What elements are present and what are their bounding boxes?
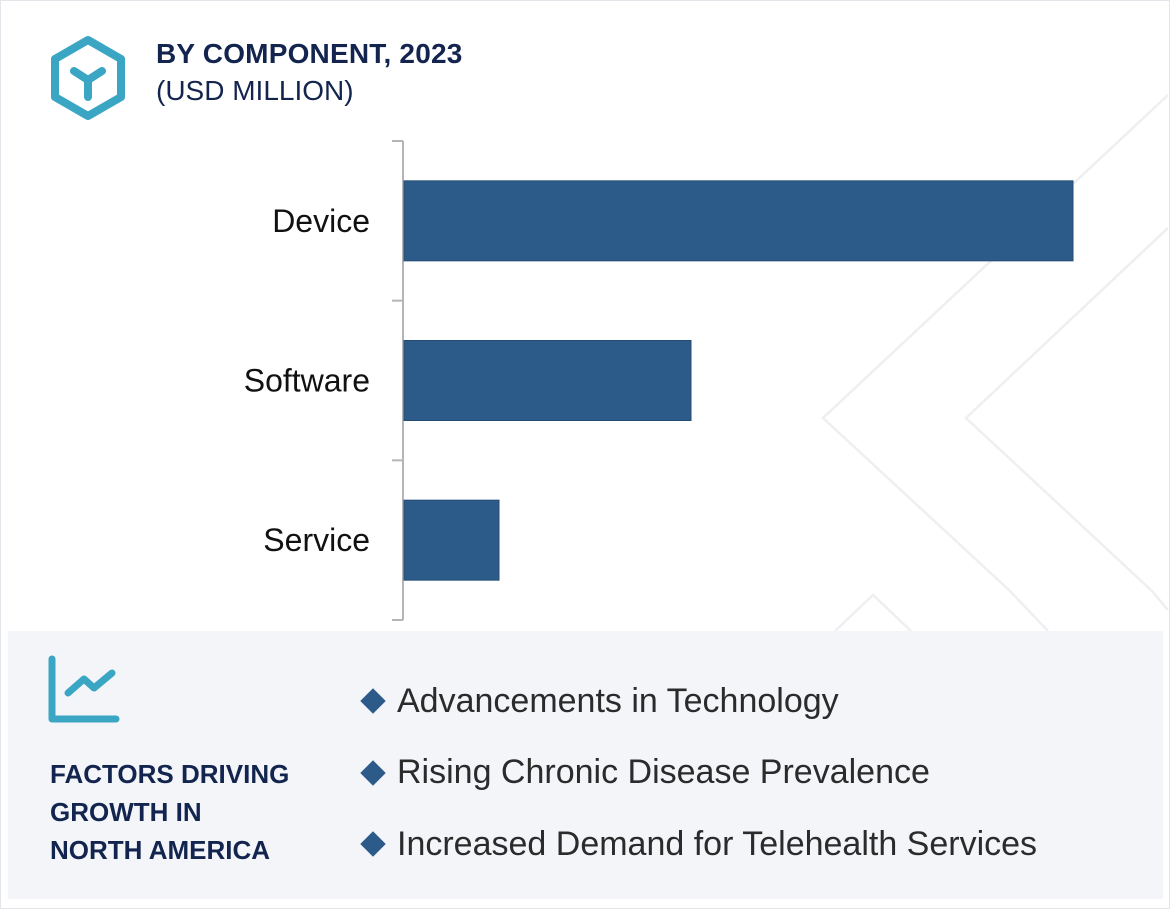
panel-title-line: GROWTH IN (50, 797, 202, 827)
factor-text: Increased Demand for Telehealth Services (397, 824, 1038, 863)
bar-service (403, 499, 500, 581)
panel-title-line: NORTH AMERICA (50, 835, 271, 865)
factor-item: Advancements in Technology (360, 681, 1037, 720)
chart-title: BY COMPONENT, 2023 (156, 38, 463, 69)
factor-item: Rising Chronic Disease Prevalence (360, 753, 1037, 791)
hexagon-cube-icon (51, 36, 125, 120)
category-label: Service (263, 522, 370, 558)
diamond-bullet-icon (360, 688, 386, 714)
diamond-bullet-icon (360, 831, 386, 857)
category-label: Device (272, 203, 370, 239)
factor-text: Rising Chronic Disease Prevalence (397, 753, 930, 791)
panel-title-line: FACTORS DRIVING (50, 759, 290, 789)
line-chart-growth-icon (48, 655, 120, 723)
factor-item: Increased Demand for Telehealth Services (360, 824, 1038, 863)
category-label: Software (244, 363, 370, 399)
factors-list: Advancements in Technology Rising Chroni… (360, 681, 1038, 898)
growth-factors-panel: FACTORS DRIVING GROWTH IN NORTH AMERICA … (8, 631, 1163, 899)
panel-title: FACTORS DRIVING GROWTH IN NORTH AMERICA (50, 755, 330, 869)
factor-text: Advancements in Technology (397, 681, 839, 720)
bar-device (403, 180, 1074, 262)
chart-subtitle: (USD MILLION) (156, 75, 354, 106)
bar-chart: Device Software Service (244, 140, 1074, 621)
diamond-bullet-icon (360, 759, 386, 786)
bar-software (403, 340, 692, 421)
